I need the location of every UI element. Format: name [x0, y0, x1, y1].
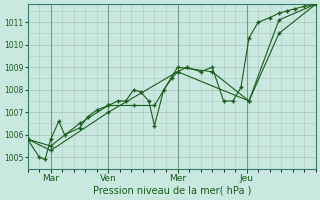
X-axis label: Pression niveau de la mer( hPa ): Pression niveau de la mer( hPa )	[92, 186, 251, 196]
